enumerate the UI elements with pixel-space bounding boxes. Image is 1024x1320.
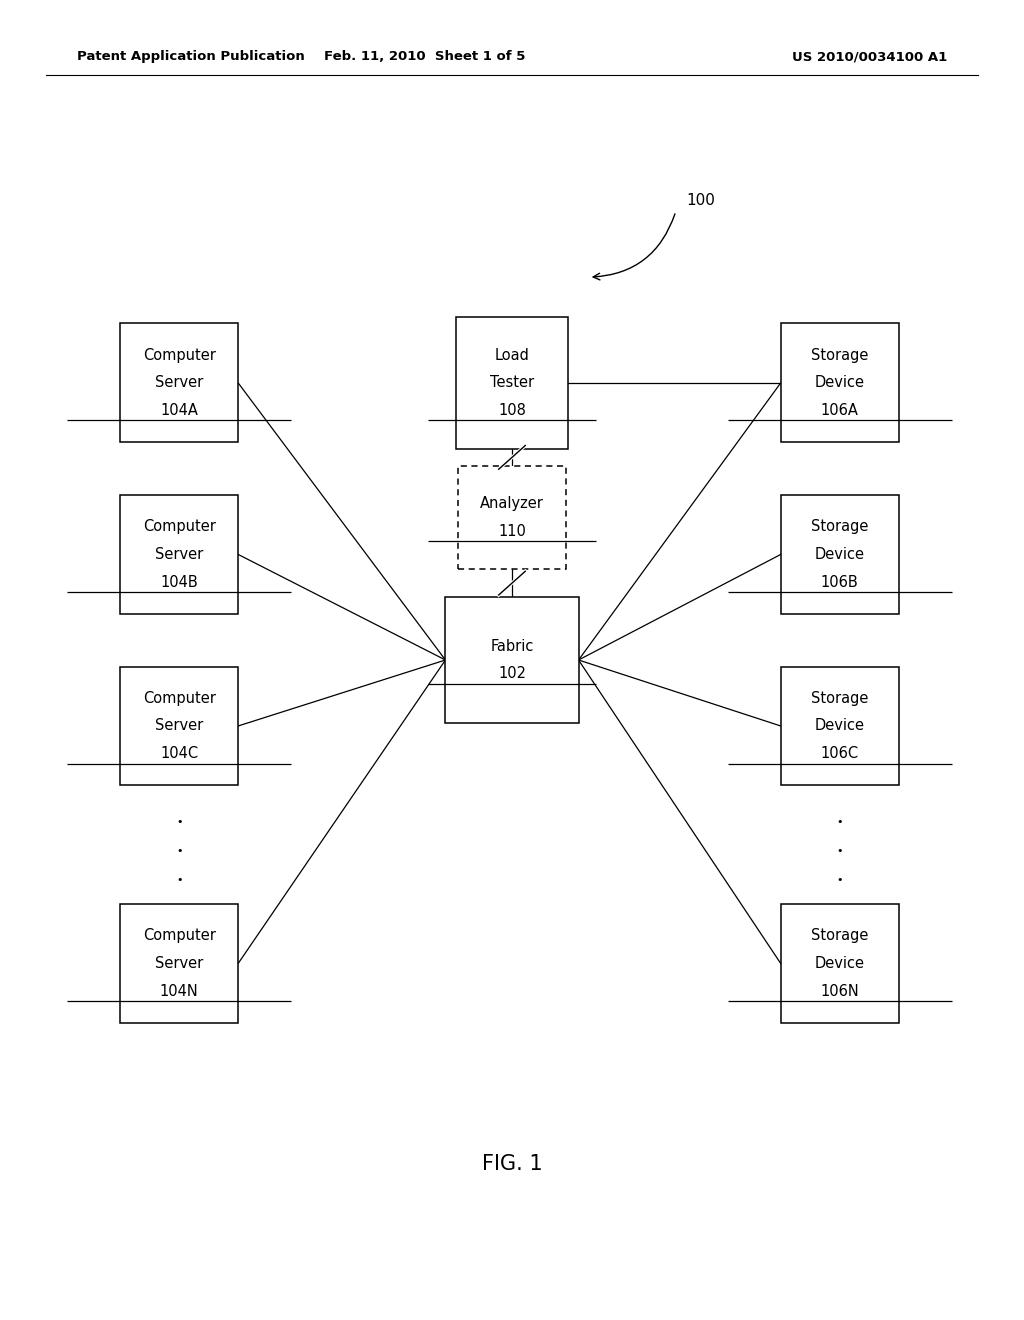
Text: •: • (176, 846, 182, 857)
Text: Server: Server (155, 956, 204, 972)
Text: •: • (176, 875, 182, 886)
Text: Device: Device (815, 375, 864, 391)
Text: 106N: 106N (820, 983, 859, 999)
Text: 104B: 104B (161, 574, 198, 590)
Text: Fabric: Fabric (490, 639, 534, 653)
Text: Storage: Storage (811, 690, 868, 706)
Text: Feb. 11, 2010  Sheet 1 of 5: Feb. 11, 2010 Sheet 1 of 5 (325, 50, 525, 63)
Bar (121, 495, 238, 614)
Text: Storage: Storage (811, 519, 868, 535)
Text: 104N: 104N (160, 983, 199, 999)
Bar (459, 466, 565, 569)
Bar (121, 904, 238, 1023)
Text: 102: 102 (498, 667, 526, 681)
Text: 104C: 104C (160, 746, 199, 762)
Text: Storage: Storage (811, 928, 868, 944)
Text: 106C: 106C (820, 746, 859, 762)
Text: 104A: 104A (161, 403, 198, 418)
Text: Device: Device (815, 546, 864, 562)
Text: 110: 110 (498, 524, 526, 539)
Text: Analyzer: Analyzer (480, 496, 544, 511)
Bar (456, 317, 568, 449)
Text: Computer: Computer (142, 519, 216, 535)
Text: Tester: Tester (489, 375, 535, 391)
Text: •: • (176, 817, 182, 828)
Text: •: • (837, 846, 843, 857)
Text: FIG. 1: FIG. 1 (481, 1154, 543, 1175)
Text: Server: Server (155, 718, 204, 734)
Text: 108: 108 (498, 403, 526, 418)
Text: •: • (837, 875, 843, 886)
Text: Device: Device (815, 718, 864, 734)
Text: 106A: 106A (821, 403, 858, 418)
Text: Server: Server (155, 546, 204, 562)
Text: Device: Device (815, 956, 864, 972)
Text: Server: Server (155, 375, 204, 391)
Text: US 2010/0034100 A1: US 2010/0034100 A1 (792, 50, 947, 63)
Text: Computer: Computer (142, 690, 216, 706)
Bar (780, 904, 899, 1023)
Text: Patent Application Publication: Patent Application Publication (77, 50, 304, 63)
Bar (121, 667, 238, 785)
Bar (780, 495, 899, 614)
Text: Storage: Storage (811, 347, 868, 363)
Bar (445, 597, 579, 722)
Text: •: • (837, 817, 843, 828)
Text: 100: 100 (686, 193, 715, 209)
Text: 106B: 106B (821, 574, 858, 590)
Text: Computer: Computer (142, 347, 216, 363)
Bar (121, 323, 238, 442)
Bar (780, 667, 899, 785)
Bar (780, 323, 899, 442)
Text: Computer: Computer (142, 928, 216, 944)
Text: Load: Load (495, 347, 529, 363)
